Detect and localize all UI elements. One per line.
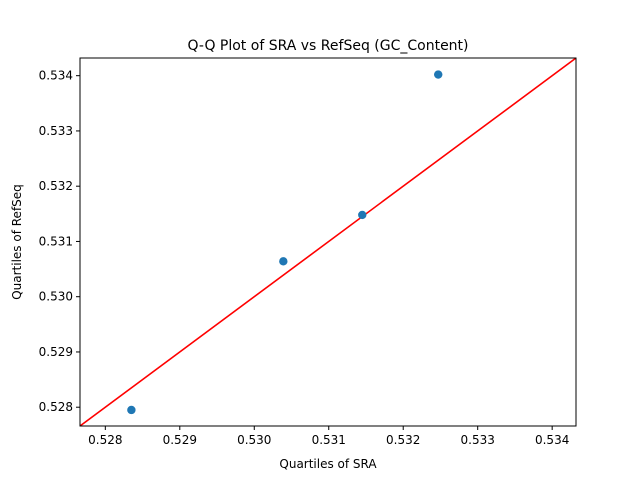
x-axis: 0.528 0.529 0.530 0.531 0.532 0.533 0.534 xyxy=(88,426,569,447)
plot-area xyxy=(79,57,577,427)
x-tick-label: 0.531 xyxy=(312,433,346,447)
x-tick-label: 0.532 xyxy=(386,433,420,447)
y-tick-label: 0.530 xyxy=(39,290,73,304)
data-point-3 xyxy=(358,210,367,220)
reference-line xyxy=(80,58,576,426)
x-tick-label: 0.530 xyxy=(237,433,271,447)
y-tick-label: 0.533 xyxy=(39,124,73,138)
y-tick-label: 0.534 xyxy=(39,69,73,83)
x-tick-label: 0.534 xyxy=(535,433,569,447)
x-axis-label: Quartiles of SRA xyxy=(279,457,377,471)
y-axis: 0.528 0.529 0.530 0.531 0.532 0.533 0.534 xyxy=(39,69,80,414)
chart-title: Q-Q Plot of SRA vs RefSeq (GC_Content) xyxy=(187,38,468,54)
y-tick-label: 0.528 xyxy=(39,400,73,414)
x-tick-label: 0.533 xyxy=(461,433,495,447)
data-point-2 xyxy=(279,257,288,266)
x-tick-label: 0.529 xyxy=(163,433,197,447)
x-tick-label: 0.528 xyxy=(88,433,122,447)
y-tick-label: 0.529 xyxy=(39,345,73,359)
y-tick-label: 0.531 xyxy=(39,234,73,248)
data-point-1 xyxy=(127,405,136,415)
y-axis-label: Quartiles of RefSeq xyxy=(10,184,24,300)
data-point-4 xyxy=(434,70,443,79)
plot-frame xyxy=(79,57,577,427)
y-tick-label: 0.532 xyxy=(39,179,73,193)
